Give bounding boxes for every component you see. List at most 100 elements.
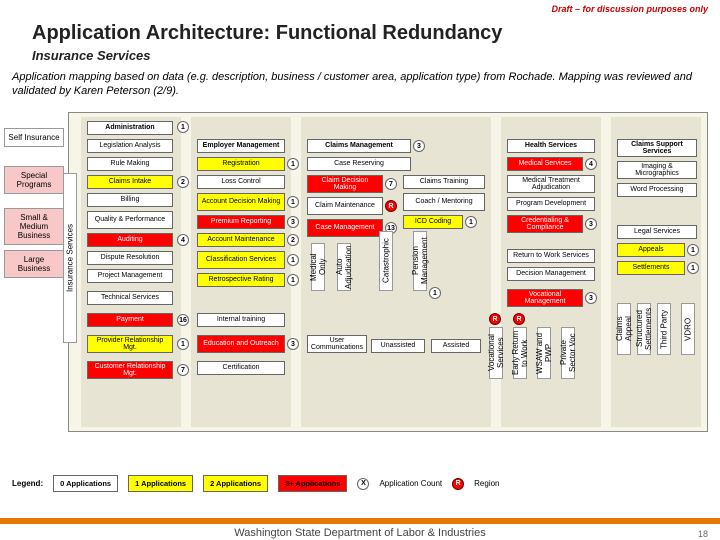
insurance-services-vertical: Insurance Services xyxy=(63,173,77,343)
legend-appcount: Application Count xyxy=(379,479,442,488)
box-certification: Certification xyxy=(197,361,285,375)
box-rtw: Return to Work Services xyxy=(507,249,595,263)
box-coach: Coach / Mentoring xyxy=(403,193,485,211)
box-loss-control: Loss Control xyxy=(197,175,285,189)
box-rule-making: Rule Making xyxy=(87,157,173,171)
box-case-mgmt: Case Management xyxy=(307,219,383,237)
badge-cdm: 7 xyxy=(385,178,397,190)
page-number: 18 xyxy=(698,529,708,539)
box-claims-training: Claims Training xyxy=(403,175,485,189)
box-acct-maint: Account Maintenance xyxy=(197,233,285,247)
box-classification: Classification Services xyxy=(197,251,285,269)
badge-claims-header: 3 xyxy=(413,140,425,152)
box-voc-services: Vocational Services xyxy=(489,327,503,379)
box-customer-rel: Customer Relationship Mgt. xyxy=(87,361,173,379)
box-legal: Legal Services xyxy=(617,225,697,239)
legend: Legend: 0 Applications 1 Applications 2 … xyxy=(12,475,708,492)
box-mta: Medical Treatment Adjudication xyxy=(507,175,595,193)
badge-crm: 7 xyxy=(177,364,189,376)
badge-reg: 1 xyxy=(287,158,299,170)
badge-admin: 1 xyxy=(177,121,189,133)
badge-pension: 1 xyxy=(429,287,441,299)
box-vdro: VDRO xyxy=(681,303,695,355)
box-retro: Retrospective Rating xyxy=(197,273,285,287)
box-appeals: Appeals xyxy=(617,243,685,257)
badge-adm: 1 xyxy=(287,196,299,208)
legend-x-badge: X xyxy=(357,478,369,490)
badge-voc-r2: R xyxy=(513,313,525,325)
emp-header: Employer Management xyxy=(197,139,285,153)
badge-settlements: 1 xyxy=(687,262,699,274)
box-user-comm: User Communications xyxy=(307,335,367,353)
box-imaging: Imaging & Micrographics xyxy=(617,161,697,179)
box-prog-dev: Program Development xyxy=(507,197,595,211)
badge-intake: 2 xyxy=(177,176,189,188)
box-assisted: Assisted xyxy=(431,339,481,353)
badge-retro: 1 xyxy=(287,274,299,286)
box-unassisted: Unassisted xyxy=(371,339,425,353)
page-title: Application Architecture: Functional Red… xyxy=(32,22,502,45)
box-case-reserving: Case Reserving xyxy=(307,157,411,171)
box-payment: Payment xyxy=(87,313,173,327)
legend-label: Legend: xyxy=(12,479,43,488)
badge-prm: 1 xyxy=(177,338,189,350)
side-special-programs: Special Programs xyxy=(4,166,64,194)
box-credentialing: Credentialing & Compliance xyxy=(507,215,583,233)
box-provider-rel: Provider Relationship Mgt. xyxy=(87,335,173,353)
side-self-insurance: Self Insurance xyxy=(4,128,64,147)
box-wsaw: WSAW and PWP xyxy=(537,327,551,379)
box-decision-mgmt: Decision Management xyxy=(507,267,595,281)
legend-1: 1 Applications xyxy=(128,475,193,492)
csup-header: Claims Support Services xyxy=(617,139,697,157)
box-dispute: Dispute Resolution xyxy=(87,251,173,265)
box-claim-maint: Claim Maintenance xyxy=(307,197,383,215)
box-struct-settle: Structured Settlements xyxy=(637,303,651,355)
badge-prem: 3 xyxy=(287,216,299,228)
legend-r-badge: R xyxy=(452,478,464,490)
legend-2: 2 Applications xyxy=(203,475,268,492)
box-ertw: Early Return to Work xyxy=(513,327,527,379)
box-auditing: Auditing xyxy=(87,233,173,247)
box-premium: Premium Reporting xyxy=(197,215,285,229)
badge-appeals: 1 xyxy=(687,244,699,256)
box-education: Education and Outreach xyxy=(197,335,285,353)
box-legislation: Legislation Analysis xyxy=(87,139,173,153)
box-billing: Billing xyxy=(87,193,173,207)
footer-bar xyxy=(0,518,720,524)
box-word-proc: Word Processing xyxy=(617,183,697,197)
box-third-party: Third Party xyxy=(657,303,671,355)
box-medical-svc: Medical Services xyxy=(507,157,583,171)
badge-payment: 16 xyxy=(177,314,189,326)
box-medical-only: Medical Only xyxy=(311,243,325,291)
health-header: Health Services xyxy=(507,139,595,153)
badge-voc: 3 xyxy=(585,292,597,304)
box-catastrophic: Catastrophic xyxy=(379,231,393,291)
box-voc-mgmt: Vocational Management xyxy=(507,289,583,307)
box-private-voc: Private Sector Voc xyxy=(561,327,575,379)
diagram-frame: Insurance Services Administration 1 Legi… xyxy=(68,112,708,432)
footer-text: Washington State Department of Labor & I… xyxy=(0,527,720,539)
draft-label: Draft – for discussion purposes only xyxy=(551,4,708,14)
box-claims-appeal: Claims Appeal xyxy=(617,303,631,355)
badge-medsvc: 4 xyxy=(585,158,597,170)
side-smb: Small & Medium Business xyxy=(4,208,64,245)
box-internal-training: Internal training xyxy=(197,313,285,327)
page-subtitle: Insurance Services xyxy=(32,48,151,63)
badge-acct: 2 xyxy=(287,234,299,246)
box-settlements: Settlements xyxy=(617,261,685,275)
box-pension: Pension Management xyxy=(413,231,427,291)
legend-0: 0 Applications xyxy=(53,475,118,492)
box-claim-dm: Claim Decision Making xyxy=(307,175,383,193)
description: Application mapping based on data (e.g. … xyxy=(12,70,708,99)
badge-maint-r: R xyxy=(385,200,397,212)
legend-3: 3+ Applications xyxy=(278,475,347,492)
box-account-dm: Account Decision Making xyxy=(197,193,285,211)
badge-voc-r1: R xyxy=(489,313,501,325)
badge-icd: 1 xyxy=(465,216,477,228)
box-claims-intake: Claims Intake xyxy=(87,175,173,189)
admin-header: Administration xyxy=(87,121,173,135)
claims-header: Claims Management xyxy=(307,139,411,153)
legend-region: Region xyxy=(474,479,499,488)
box-icd: ICD Coding xyxy=(403,215,463,229)
box-project-mgmt: Project Management xyxy=(87,269,173,283)
